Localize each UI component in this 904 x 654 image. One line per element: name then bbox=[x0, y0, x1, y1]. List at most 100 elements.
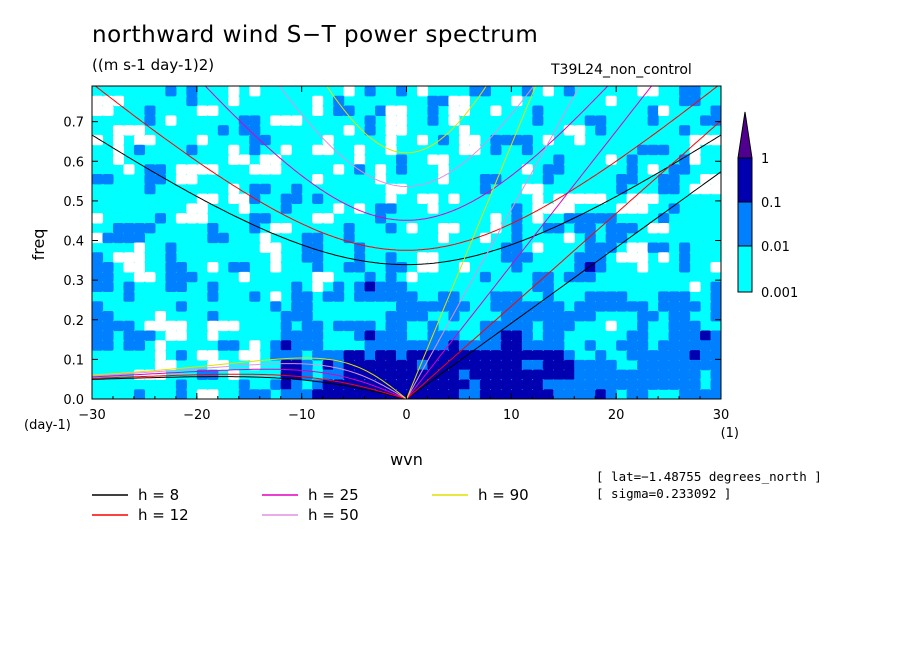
field-cell bbox=[123, 164, 135, 175]
field-cell bbox=[679, 359, 691, 371]
field-cell bbox=[647, 115, 659, 126]
field-cell bbox=[270, 340, 282, 351]
field-cell bbox=[123, 252, 135, 263]
field-cell bbox=[238, 389, 250, 399]
field-cell bbox=[521, 389, 533, 399]
field-cell bbox=[112, 232, 125, 244]
field-cell bbox=[144, 320, 156, 332]
field-cell bbox=[584, 222, 596, 234]
field-cell bbox=[458, 340, 470, 351]
field-cell bbox=[511, 203, 523, 214]
field-cell bbox=[354, 281, 366, 293]
x-tick-label: −30 bbox=[78, 408, 105, 423]
field-cell bbox=[658, 242, 670, 253]
field-cell bbox=[500, 291, 512, 302]
field-cell bbox=[165, 320, 177, 332]
field-cell bbox=[175, 379, 187, 390]
field-cell bbox=[301, 252, 313, 263]
field-cell bbox=[186, 164, 198, 175]
field-cell bbox=[228, 95, 240, 107]
field-cell bbox=[406, 271, 418, 283]
field-cell bbox=[584, 340, 596, 351]
field-cell bbox=[270, 252, 282, 263]
field-cell bbox=[595, 193, 607, 204]
field-cell bbox=[301, 232, 313, 244]
info-box: [ lat=−1.48755 degrees_north ] [ sigma=0.… bbox=[596, 469, 822, 501]
field-cell bbox=[375, 174, 387, 185]
field-cell bbox=[521, 252, 533, 263]
field-cell bbox=[406, 310, 418, 322]
field-cell bbox=[375, 389, 387, 399]
field-cell bbox=[710, 105, 721, 116]
field-cell bbox=[291, 389, 303, 399]
field-cell bbox=[605, 291, 617, 302]
field-cell bbox=[333, 320, 345, 332]
field-cell bbox=[584, 242, 596, 253]
field-cell bbox=[710, 291, 721, 302]
field-cell bbox=[490, 213, 502, 224]
field-cell bbox=[574, 369, 586, 381]
field-cell bbox=[280, 369, 292, 381]
field-cell bbox=[228, 144, 240, 156]
field-cell bbox=[207, 193, 219, 204]
field-cell bbox=[406, 291, 418, 302]
field-cell bbox=[658, 174, 670, 185]
field-cell bbox=[563, 193, 575, 204]
field-cell bbox=[396, 262, 408, 273]
field-cell bbox=[511, 330, 523, 341]
field-cell bbox=[658, 252, 670, 263]
field-cell bbox=[521, 86, 533, 97]
field-cell bbox=[469, 134, 481, 146]
field-cell bbox=[123, 222, 135, 234]
x-tick-label: 0 bbox=[402, 408, 410, 423]
field-cell bbox=[312, 242, 324, 253]
field-cell bbox=[668, 310, 680, 322]
field-cell bbox=[385, 330, 397, 341]
field-cell bbox=[553, 389, 565, 399]
field-cell bbox=[396, 340, 408, 351]
field-cell bbox=[217, 320, 229, 332]
field-cell bbox=[249, 213, 261, 224]
field-cell bbox=[280, 340, 292, 351]
field-cell bbox=[658, 144, 670, 156]
field-cell bbox=[280, 389, 292, 399]
field-cell bbox=[364, 86, 376, 97]
field-cell bbox=[259, 134, 271, 146]
field-cell bbox=[710, 301, 721, 312]
field-cell bbox=[479, 330, 491, 341]
field-cell bbox=[679, 154, 691, 165]
field-cell bbox=[658, 340, 670, 351]
field-cell bbox=[637, 330, 649, 341]
field-cell bbox=[144, 183, 156, 195]
field-cell bbox=[511, 301, 523, 312]
field-cell bbox=[448, 193, 460, 204]
field-cell bbox=[175, 281, 187, 293]
field-cell bbox=[553, 359, 565, 371]
field-cell bbox=[479, 369, 491, 381]
field-cell bbox=[354, 262, 366, 273]
field-cell bbox=[102, 310, 114, 322]
field-cell bbox=[511, 291, 523, 302]
field-cell bbox=[553, 301, 565, 312]
field-cell bbox=[458, 125, 470, 136]
field-cell bbox=[144, 271, 156, 283]
field-cell bbox=[479, 389, 491, 399]
field-cell bbox=[175, 330, 187, 341]
x-tick-label: 20 bbox=[608, 408, 625, 423]
field-cell bbox=[710, 262, 721, 273]
field-cell bbox=[396, 320, 408, 332]
field-cell bbox=[364, 320, 376, 332]
field-cell bbox=[658, 183, 670, 195]
field-cell bbox=[322, 379, 334, 390]
field-cell bbox=[626, 389, 638, 399]
field-cell bbox=[259, 242, 271, 253]
field-cell bbox=[574, 262, 586, 273]
field-cell bbox=[322, 389, 334, 399]
field-cell bbox=[532, 340, 544, 351]
field-cell bbox=[175, 271, 187, 283]
legend-entry: h = 90 bbox=[478, 486, 529, 504]
field-cell bbox=[312, 262, 324, 273]
field-cell bbox=[301, 330, 313, 341]
field-cell bbox=[102, 262, 114, 273]
field-cell bbox=[249, 291, 261, 302]
